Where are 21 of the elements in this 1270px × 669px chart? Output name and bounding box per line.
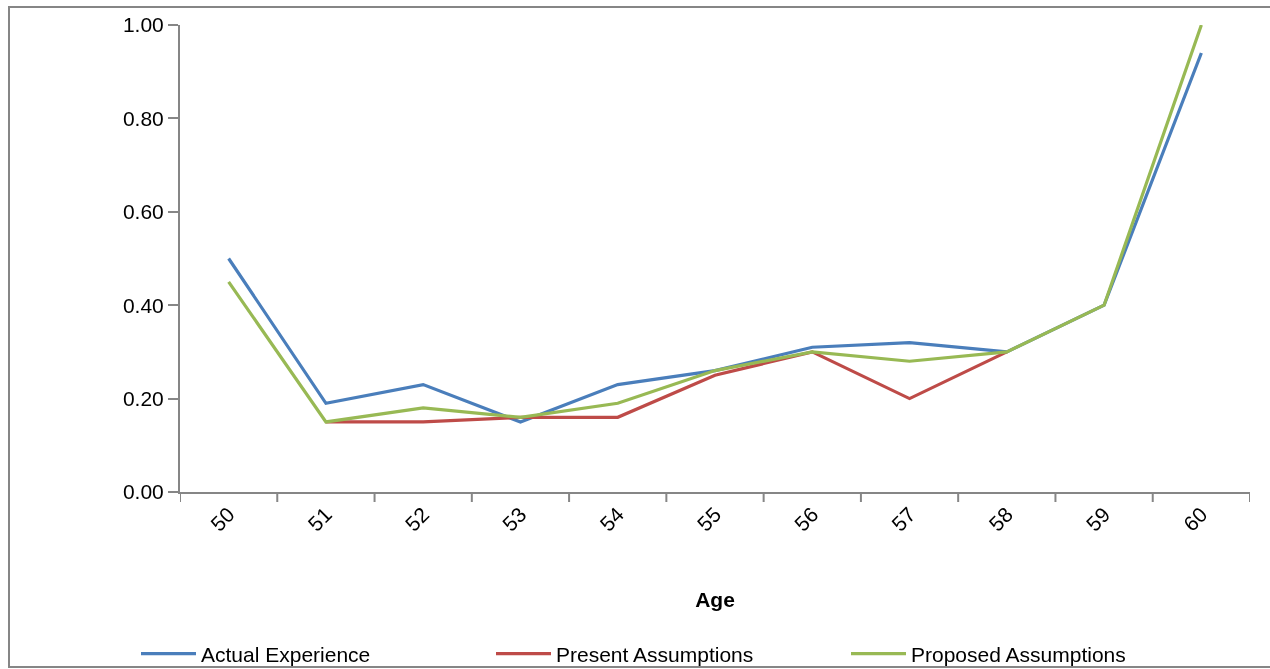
x-tick-label: 56 bbox=[789, 502, 823, 536]
x-axis-title: Age bbox=[695, 588, 735, 612]
y-tick-label: 0.40 bbox=[122, 293, 164, 317]
legend-label: Proposed Assumptions bbox=[911, 642, 1126, 666]
x-tick-label: 59 bbox=[1081, 502, 1115, 536]
y-tick-label: 1.00 bbox=[122, 13, 164, 37]
y-tick-label: 0.20 bbox=[122, 386, 164, 410]
x-tick-label: 57 bbox=[887, 502, 920, 536]
legend-label: Present Assumptions bbox=[556, 642, 754, 666]
x-tick-label: 53 bbox=[497, 502, 531, 536]
x-tick-label: 60 bbox=[1178, 502, 1212, 536]
x-tick-label: 58 bbox=[984, 502, 1018, 536]
x-tick-label: 50 bbox=[206, 502, 239, 536]
y-tick-label: 0.60 bbox=[122, 200, 164, 224]
y-tick-label: 0.80 bbox=[122, 106, 164, 130]
x-tick-label: 55 bbox=[692, 502, 726, 536]
x-tick-label: 52 bbox=[400, 502, 434, 536]
legend-label: Actual Experience bbox=[201, 642, 371, 666]
x-tick-label: 51 bbox=[303, 502, 337, 536]
y-tick-label: 0.00 bbox=[122, 480, 164, 504]
x-tick-label: 54 bbox=[595, 502, 629, 536]
